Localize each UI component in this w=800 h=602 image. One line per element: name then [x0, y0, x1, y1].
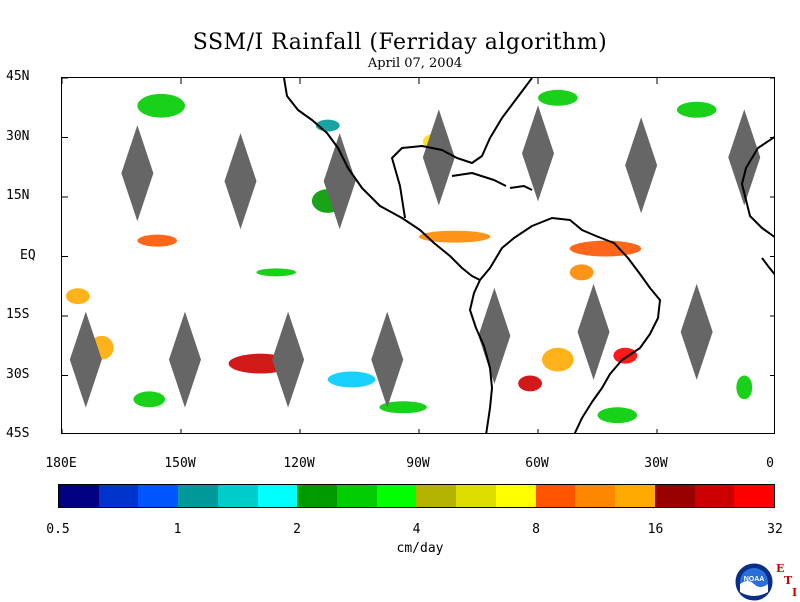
- colorbar-swatch: [257, 485, 298, 507]
- colorbar-swatch: [217, 485, 258, 507]
- colorbar-tick-label: 0.5: [46, 522, 70, 537]
- colorbar-tick-label: 1: [173, 522, 182, 537]
- longitude-label: 120W: [283, 456, 315, 471]
- rain-patch: [676, 101, 717, 118]
- colorbar-swatch: [495, 485, 536, 507]
- colorbar-swatch: [694, 485, 735, 507]
- eti-mark: E T I: [776, 562, 800, 600]
- coastline-gulf-east-us: [391, 78, 533, 219]
- colorbar-swatch: [178, 485, 218, 507]
- colorbar-tick-label: 32: [767, 522, 783, 537]
- latitude-label: 15S: [6, 307, 30, 322]
- eti-letter-e: E: [776, 562, 785, 575]
- rain-patch: [65, 288, 90, 305]
- colorbar-swatch: [575, 485, 616, 507]
- data-gap-diamond: [522, 105, 554, 202]
- rain-patch: [597, 407, 638, 424]
- rain-layer: [65, 89, 753, 424]
- colorbar-swatch: [615, 485, 655, 507]
- noaa-logo: NOAA: [734, 562, 774, 602]
- colorbar-tick-label: 2: [293, 522, 301, 537]
- rain-patch: [541, 347, 574, 372]
- rainfall-map: [61, 77, 775, 434]
- data-gap-diamond: [69, 311, 102, 408]
- data-gap-diamond: [422, 109, 455, 206]
- colorbar-swatch: [734, 485, 774, 507]
- data-gap-diamond: [371, 311, 404, 408]
- rain-patch: [133, 391, 166, 408]
- longitude-label: 150W: [164, 456, 196, 471]
- data-gap-diamond: [224, 133, 257, 230]
- longitude-label: 0: [766, 456, 774, 471]
- latitude-label: EQ: [20, 247, 36, 263]
- data-gap-diamond: [121, 125, 154, 222]
- page-title: SSM/I Rainfall (Ferriday algorithm): [192, 30, 608, 55]
- colorbar-units: cm/day: [396, 541, 444, 556]
- rain-patch: [569, 240, 642, 257]
- colorbar-swatch: [297, 485, 338, 507]
- longitude-label: 90W: [406, 456, 430, 471]
- colorbar-swatch: [98, 485, 139, 507]
- coastline-south-america-west: [469, 279, 493, 433]
- map-canvas: [62, 78, 774, 433]
- latitude-label: 30S: [6, 366, 30, 382]
- colorbar-swatch: [376, 485, 417, 507]
- rain-patch: [518, 375, 542, 392]
- colorbar-swatch: [59, 485, 99, 507]
- page-subtitle: April 07, 2004: [367, 56, 463, 71]
- longitude-label: 180E: [45, 456, 77, 471]
- colorbar-swatch: [138, 485, 179, 507]
- colorbar-swatch: [416, 485, 457, 507]
- longitude-label: 60W: [525, 456, 549, 471]
- colorbar: [58, 484, 775, 508]
- data-gap-diamond: [680, 283, 713, 380]
- colorbar-swatch: [337, 485, 377, 507]
- coastlines: [283, 78, 774, 433]
- colorbar-swatch: [654, 485, 695, 507]
- data-gap-diamond: [577, 283, 610, 380]
- colorbar-tick-label: 16: [647, 522, 664, 537]
- rain-patch: [327, 371, 376, 388]
- latitude-label: 15N: [6, 188, 30, 203]
- data-gap-diamond: [323, 133, 356, 230]
- noaa-logo-text: NOAA: [744, 576, 765, 583]
- rain-patch: [736, 375, 753, 400]
- longitude-label: 30W: [644, 456, 668, 471]
- eti-letter-t: T: [784, 574, 793, 587]
- data-gap-diamond: [272, 311, 305, 408]
- coastline-south-america: [479, 217, 661, 433]
- data-gap-diamond: [168, 311, 201, 408]
- eti-letter-i: I: [792, 586, 798, 599]
- rain-patch: [137, 93, 185, 118]
- rain-patch: [137, 234, 178, 247]
- gridline-ticks: [62, 78, 774, 433]
- data-gap-diamond: [478, 287, 511, 384]
- rain-patch: [569, 264, 594, 281]
- latitude-label: 45S: [6, 426, 30, 441]
- coastline-north-america-west: [283, 78, 481, 281]
- rain-patch: [613, 347, 638, 364]
- rain-patch: [379, 401, 427, 414]
- latitude-label: 45N: [6, 69, 30, 84]
- rain-patch: [419, 230, 491, 243]
- data-gap-diamond: [625, 117, 658, 214]
- colorbar-tick-label: 4: [412, 522, 421, 537]
- colorbar-swatch: [456, 485, 496, 507]
- rain-patch: [256, 268, 297, 277]
- coastline-africa: [741, 136, 774, 238]
- coastline-africa-south: [761, 257, 774, 276]
- coastline-hispaniola: [509, 185, 533, 191]
- colorbar-tick-label: 8: [532, 522, 540, 537]
- rain-patch: [538, 89, 578, 106]
- data-gap-diamond: [728, 109, 761, 206]
- latitude-label: 30N: [6, 128, 30, 144]
- coastline-cuba: [451, 172, 507, 187]
- data-gap-layer: [69, 105, 761, 408]
- colorbar-swatch: [535, 485, 576, 507]
